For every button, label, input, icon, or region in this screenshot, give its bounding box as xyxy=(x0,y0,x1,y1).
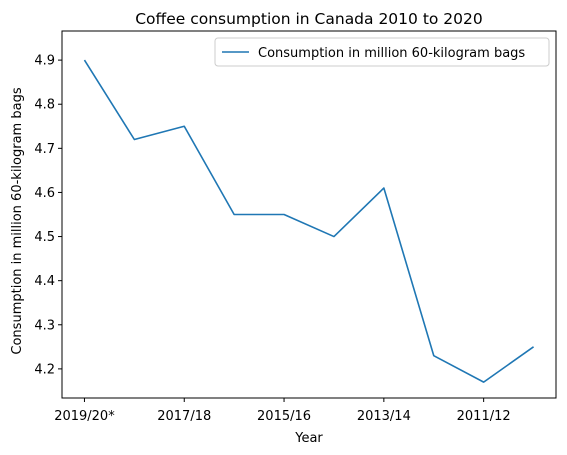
series-line xyxy=(83,59,535,383)
x-tick-label: 2015/16 xyxy=(257,409,311,424)
y-axis-label: Consumption in million 60-kilogram bags xyxy=(10,87,25,354)
y-tick-label: 4.3 xyxy=(34,318,55,333)
y-tick-label: 4.6 xyxy=(34,186,55,201)
x-axis-label: Year xyxy=(294,431,323,446)
y-tick-label: 4.7 xyxy=(34,142,55,157)
plot-area xyxy=(61,30,557,399)
y-axis: 4.2 4.3 4.4 4.5 4.6 4.7 4.8 4.9 xyxy=(34,54,62,377)
legend-frame xyxy=(214,37,550,67)
x-tick-label: 2017/18 xyxy=(157,409,211,424)
chart-title: Coffee consumption in Canada 2010 to 202… xyxy=(135,10,483,28)
x-tick-label: 2013/14 xyxy=(357,409,411,424)
x-tick-label: 2019/20* xyxy=(54,409,115,424)
y-tick-label: 4.4 xyxy=(34,274,55,289)
x-axis: 2019/20* 2017/18 2015/16 2013/14 2011/12 xyxy=(54,398,511,424)
legend: Consumption in million 60-kilogram bags xyxy=(214,37,550,67)
y-tick-label: 4.8 xyxy=(34,98,55,113)
y-tick-label: 4.9 xyxy=(34,54,55,69)
plot-frame xyxy=(61,30,557,399)
y-tick-label: 4.2 xyxy=(34,362,55,377)
x-tick-label: 2011/12 xyxy=(457,409,511,424)
series-layer xyxy=(83,59,535,383)
y-tick-label: 4.5 xyxy=(34,230,55,245)
legend-label: Consumption in million 60-kilogram bags xyxy=(258,46,525,61)
